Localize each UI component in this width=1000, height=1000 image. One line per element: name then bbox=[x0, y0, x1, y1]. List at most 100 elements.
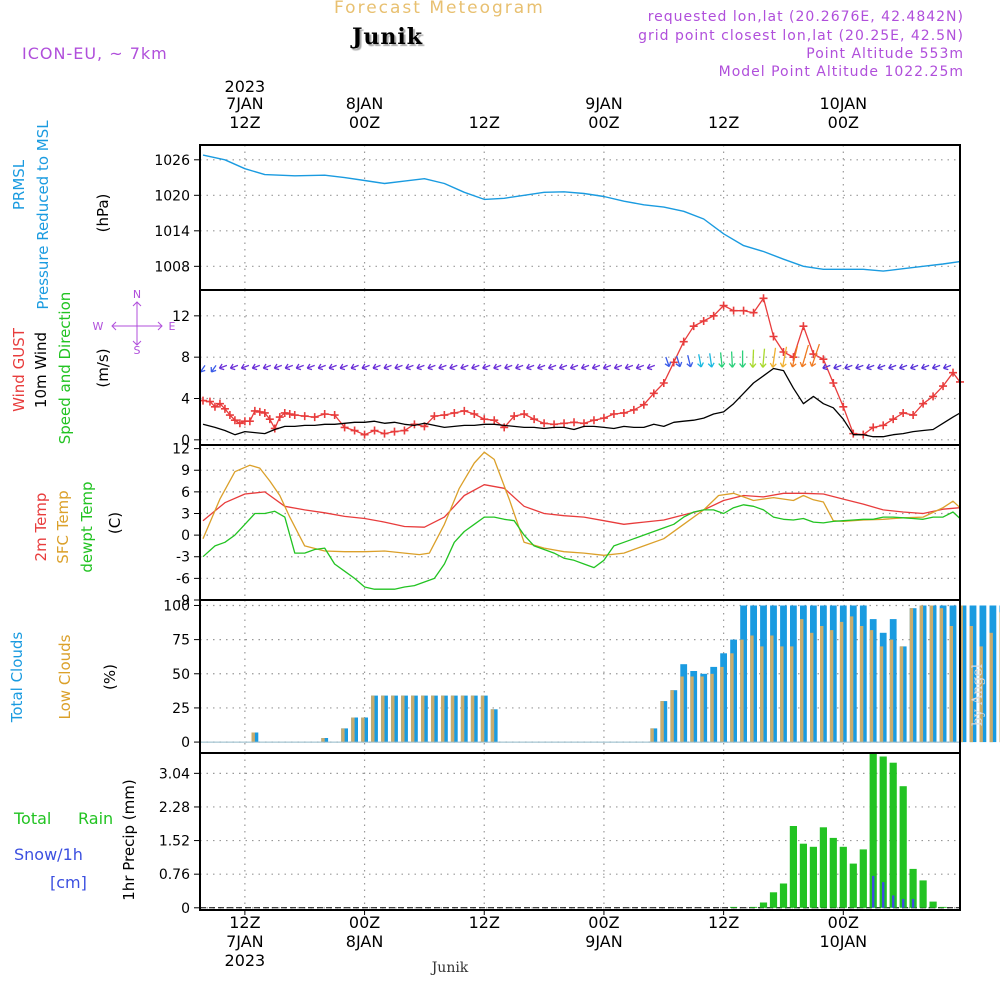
gust-point bbox=[899, 408, 908, 417]
pressure-desc-label: Pressure Reduced to MSL bbox=[34, 120, 52, 310]
wind-arrow bbox=[427, 363, 436, 371]
wind-arrow bbox=[866, 363, 875, 371]
low-cloud-bar bbox=[401, 695, 405, 742]
low-cloud-label: Low Clouds bbox=[56, 634, 74, 719]
gust-point bbox=[919, 399, 928, 408]
low-cloud-bar bbox=[730, 653, 734, 743]
low-cloud-bar bbox=[919, 605, 924, 743]
low-cloud-bar bbox=[889, 639, 894, 743]
low-cloud-bar bbox=[690, 676, 694, 743]
gust-point bbox=[939, 382, 948, 391]
wind-arrow bbox=[273, 363, 283, 371]
low-cloud-bar bbox=[790, 646, 794, 742]
footer-location: Junik bbox=[430, 960, 469, 976]
gust-point bbox=[215, 399, 224, 408]
wind-arrow bbox=[438, 363, 447, 371]
low-cloud-bar bbox=[760, 646, 764, 742]
wind-arrow bbox=[383, 363, 392, 371]
time-label-top: 00Z bbox=[828, 113, 859, 132]
temp-dewpt-label: dewpt Temp bbox=[78, 481, 96, 572]
gust-point bbox=[320, 410, 329, 418]
rain-bar bbox=[889, 762, 897, 908]
gust-point bbox=[909, 411, 918, 420]
gust-point bbox=[255, 407, 264, 416]
low-cloud-bar bbox=[480, 695, 485, 742]
precip-total-label: Total bbox=[13, 809, 51, 828]
wind-arrows bbox=[199, 343, 952, 373]
wind-arrow bbox=[809, 343, 821, 367]
gust-point bbox=[275, 413, 284, 422]
wind-arrow bbox=[218, 363, 228, 371]
gust-line bbox=[202, 297, 961, 436]
y-tick-label: 6 bbox=[181, 485, 190, 501]
low-cloud-bar bbox=[460, 695, 465, 742]
low-cloud-bar bbox=[680, 676, 684, 743]
wind-arrow bbox=[591, 363, 601, 371]
time-label-top: 8JAN bbox=[346, 94, 384, 113]
gust-point bbox=[510, 412, 519, 421]
wind-arrow bbox=[942, 363, 952, 371]
gust-point bbox=[719, 301, 728, 310]
low-cloud-bar bbox=[341, 728, 345, 743]
low-cloud-bar bbox=[371, 695, 375, 742]
wind-arrow bbox=[855, 363, 864, 371]
y-tick-label: 4 bbox=[181, 392, 190, 408]
wind-arrow bbox=[449, 363, 458, 371]
low-cloud-bar bbox=[829, 630, 834, 743]
rain-bar bbox=[849, 863, 857, 908]
low-cloud-bar bbox=[361, 717, 365, 743]
low-cloud-bar bbox=[989, 632, 993, 743]
rain-bar bbox=[909, 868, 917, 908]
low-cloud-bar bbox=[959, 605, 963, 743]
rain-bar bbox=[750, 906, 758, 908]
gust-point bbox=[430, 412, 439, 421]
snow-bar bbox=[872, 875, 875, 908]
y-tick-label: 1008 bbox=[154, 259, 190, 275]
low-cloud-bar bbox=[949, 626, 953, 743]
time-label-bottom: 10JAN bbox=[819, 932, 867, 951]
product-title: Forecast Meteogram bbox=[334, 0, 545, 18]
snow-bar bbox=[902, 898, 905, 908]
wind-arrow bbox=[416, 363, 425, 371]
low-cloud-bar bbox=[700, 676, 704, 743]
gust-point bbox=[330, 411, 339, 420]
wind-arrow bbox=[789, 345, 799, 368]
wind-arrow bbox=[624, 363, 634, 371]
y-tick-label: 3.04 bbox=[159, 766, 190, 782]
wind-unit: (m/s) bbox=[94, 348, 112, 387]
wind-arrow bbox=[686, 355, 694, 368]
rain-bar bbox=[919, 880, 927, 908]
panel-frame bbox=[199, 752, 961, 911]
gust-point bbox=[310, 413, 319, 422]
gust-point bbox=[350, 426, 359, 435]
low-cloud-bar bbox=[411, 695, 415, 742]
low-cloud-bar bbox=[710, 673, 714, 743]
temp-sfc-label: SFC Temp bbox=[54, 490, 72, 563]
wind-arrow bbox=[646, 363, 656, 371]
wind-arrow bbox=[613, 363, 623, 371]
gust-point bbox=[889, 415, 898, 424]
compass-w: W bbox=[93, 320, 104, 333]
gust-point bbox=[819, 355, 828, 364]
low-cloud-bar bbox=[351, 717, 355, 743]
y-tick-label: -6 bbox=[176, 571, 190, 587]
low-cloud-bar bbox=[650, 728, 654, 743]
gust-point bbox=[869, 423, 878, 432]
low-cloud-bar bbox=[929, 605, 934, 743]
wind-speed-line bbox=[202, 367, 961, 438]
low-cloud-bar bbox=[770, 635, 774, 743]
gust-point bbox=[929, 392, 938, 401]
wind-arrow bbox=[394, 363, 403, 371]
wind-arrow bbox=[921, 363, 930, 371]
y-tick-label: 9 bbox=[181, 463, 190, 479]
gust-point bbox=[230, 416, 239, 425]
gust-point bbox=[649, 389, 658, 398]
credit-watermark: by Angel bbox=[970, 663, 986, 726]
panel-background bbox=[200, 445, 960, 600]
y-tick-label: 0 bbox=[181, 528, 190, 544]
temp-2m-label: 2m Temp bbox=[32, 493, 50, 562]
y-tick-label: -3 bbox=[176, 550, 190, 566]
gust-point bbox=[285, 410, 294, 418]
gust-point bbox=[460, 406, 469, 415]
temp-dewpt-line bbox=[202, 504, 961, 590]
